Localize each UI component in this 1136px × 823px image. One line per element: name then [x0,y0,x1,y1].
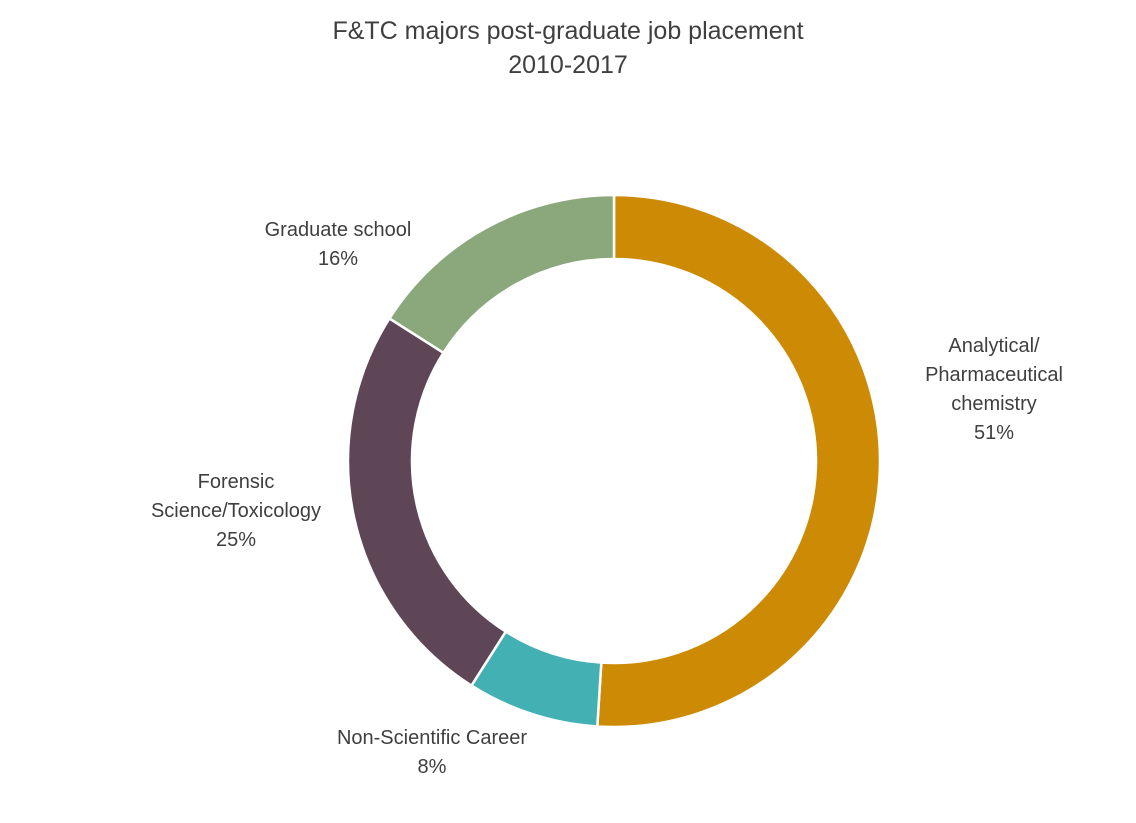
slice-analytical [595,193,882,729]
slice-value-label: 25% [215,529,257,551]
slice-label-line: Science/Toxicology [150,500,322,522]
slice-graduate-school [387,193,616,355]
slice-label-analytical: Analytical/ Pharmaceutical chemistry 51% [894,332,1094,448]
chart-title-block: F&TC majors post-graduate job placement … [0,14,1136,82]
slice-forensic [346,316,508,688]
slice-label-line: Analytical/ [948,335,1040,357]
slice-value-label: 8% [417,756,447,778]
slice-label-graduate-school: Graduate school 16% [228,216,448,274]
slice-label-non-scientific: Non-Scientific Career 8% [292,724,572,782]
chart-subtitle: 2010-2017 [508,51,628,79]
slice-label-forensic: Forensic Science/Toxicology 25% [118,468,354,555]
slice-label-line: Graduate school [264,219,412,241]
slice-label-line: chemistry [951,393,1037,415]
slice-label-line: Pharmaceutical [925,364,1063,386]
slice-label-line: Forensic [197,471,275,493]
slice-label-line: Non-Scientific Career [336,727,528,749]
slice-value-label: 16% [317,248,359,270]
slice-value-label: 51% [973,422,1015,444]
chart-title: F&TC majors post-graduate job placement [332,17,804,45]
